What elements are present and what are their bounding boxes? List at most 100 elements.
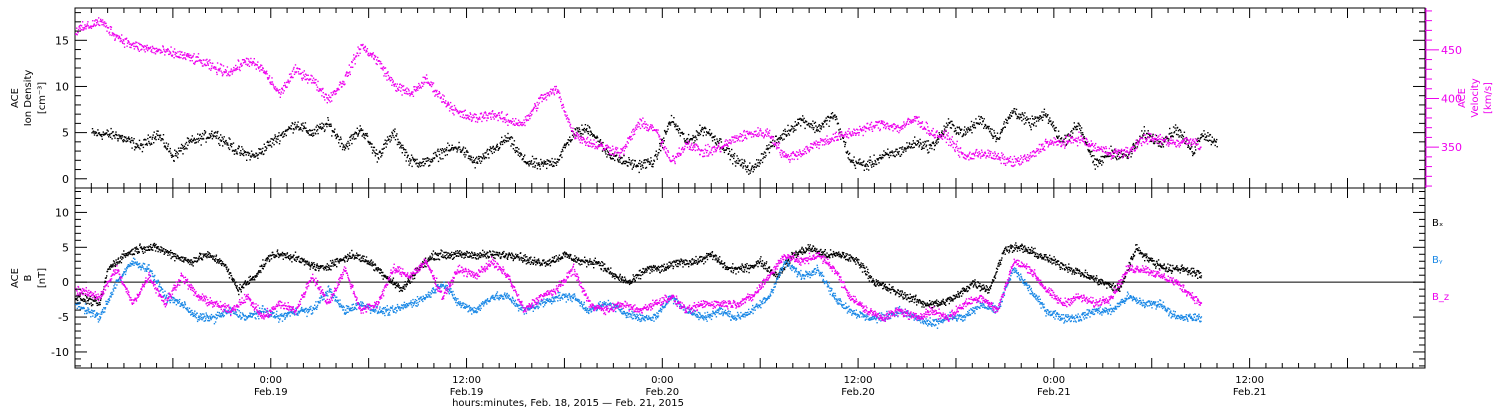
density-point (102, 133, 104, 136)
velocity-point (521, 121, 524, 124)
velocity-point (616, 147, 619, 149)
velocity-point (679, 152, 681, 155)
velocity-point (532, 108, 534, 110)
velocity-point (184, 52, 186, 54)
bx-point (96, 304, 98, 307)
density-point (445, 150, 447, 152)
bx-point (119, 261, 121, 263)
density-point (900, 147, 902, 149)
density-point (1133, 144, 1135, 146)
velocity-point (812, 147, 814, 150)
density-point (808, 122, 810, 125)
velocity-point (518, 124, 520, 127)
velocity-point (232, 71, 234, 73)
density-point (971, 125, 974, 127)
velocity-point (482, 116, 484, 118)
density-point (583, 127, 586, 130)
velocity-point (1174, 141, 1177, 144)
density-point (309, 129, 311, 131)
velocity-point (1137, 144, 1139, 146)
density-point (134, 147, 137, 149)
velocity-point (746, 138, 748, 140)
density-point (370, 146, 373, 148)
velocity-point (910, 120, 913, 122)
velocity-point (948, 144, 950, 146)
velocity-point (852, 134, 855, 136)
velocity-point (573, 134, 576, 137)
velocity-point (985, 157, 987, 159)
density-point (207, 136, 210, 139)
velocity-point (435, 91, 438, 93)
density-point (587, 124, 589, 127)
density-point (617, 158, 619, 160)
velocity-point (1103, 148, 1106, 150)
density-point (551, 165, 554, 168)
velocity-point (344, 83, 346, 85)
density-point (979, 122, 981, 124)
density-point (336, 136, 338, 138)
density-point (277, 138, 279, 140)
density-point (677, 130, 679, 132)
density-point (209, 136, 211, 139)
density-point (769, 141, 772, 143)
velocity-point (1049, 141, 1051, 143)
velocity-point (155, 47, 158, 50)
density-point (1130, 156, 1132, 158)
density-point (974, 127, 977, 129)
velocity-point (521, 124, 523, 127)
density-point (728, 152, 730, 155)
density-point (880, 158, 883, 160)
density-point (653, 159, 655, 161)
velocity-point (613, 154, 615, 156)
density-point (905, 150, 907, 152)
density-point (485, 157, 488, 159)
bx-point (130, 250, 133, 252)
velocity-point (166, 49, 168, 51)
velocity-point (744, 137, 746, 139)
velocity-point (163, 48, 165, 50)
velocity-point (817, 144, 819, 146)
velocity-point (1132, 145, 1134, 148)
density-point (666, 130, 668, 132)
density-point (786, 134, 788, 136)
density-point (145, 143, 147, 146)
density-point (1169, 127, 1171, 130)
bx-point (82, 298, 85, 300)
bx-point (117, 257, 120, 259)
density-point (369, 141, 371, 143)
velocity-point (1089, 144, 1091, 146)
velocity-point (431, 83, 434, 86)
density-point (1064, 134, 1066, 137)
density-point (896, 148, 898, 151)
density-point (833, 116, 835, 118)
density-point (1053, 124, 1055, 127)
velocity-point (327, 97, 329, 99)
density-point (574, 128, 576, 130)
density-point (527, 163, 530, 165)
velocity-point (149, 46, 152, 48)
density-point (957, 126, 959, 129)
density-point (622, 162, 624, 164)
density-point (476, 156, 478, 158)
density-point (746, 171, 748, 173)
velocity-point (752, 133, 754, 135)
density-point (470, 155, 472, 157)
density-point (136, 143, 138, 145)
density-point (1070, 136, 1073, 138)
density-point (400, 144, 402, 146)
density-point (296, 124, 298, 126)
velocity-point (1091, 144, 1093, 146)
velocity-point (1023, 155, 1025, 157)
density-point (729, 158, 731, 161)
velocity-point (527, 119, 530, 121)
density-point (125, 140, 127, 143)
density-point (873, 154, 875, 156)
density-point (192, 140, 194, 142)
density-point (784, 128, 786, 131)
density-point (525, 163, 528, 165)
velocity-point (736, 140, 739, 142)
density-point (908, 146, 910, 148)
density-point (919, 142, 922, 144)
velocity-point (446, 103, 448, 105)
velocity-point (994, 153, 996, 155)
